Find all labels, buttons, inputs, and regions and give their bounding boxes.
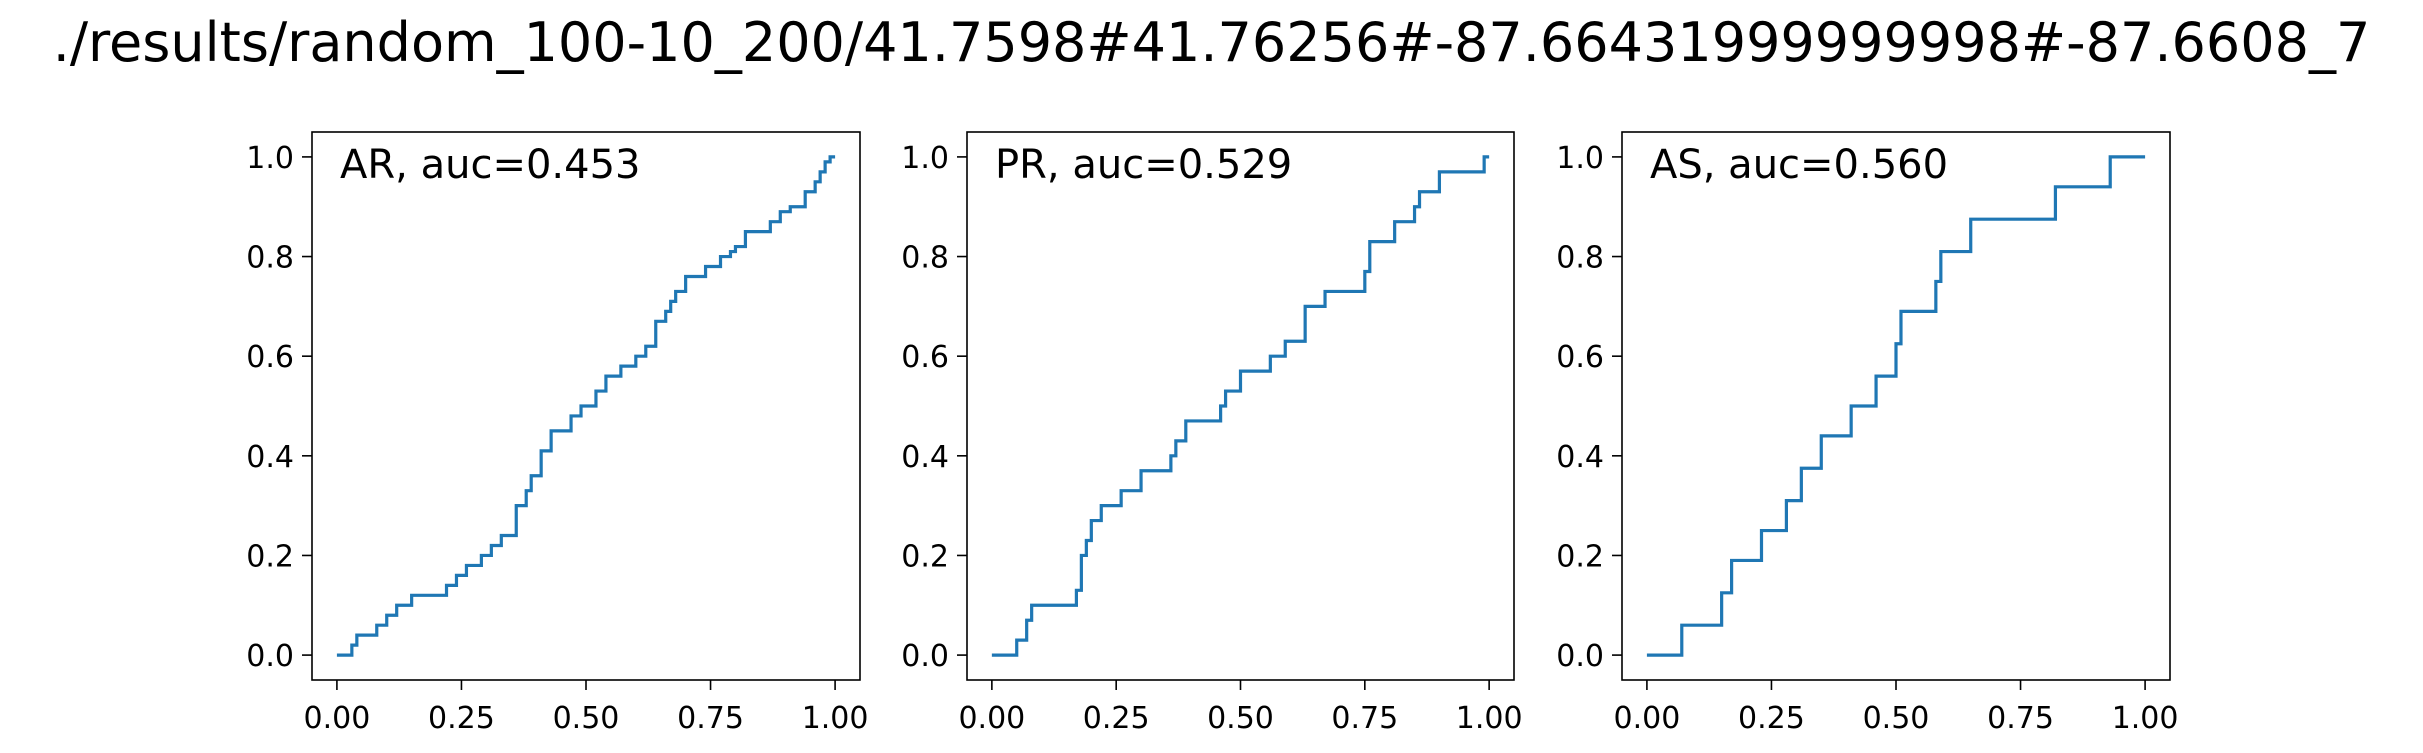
chart-panel-1: 0.00 0.25 0.50 0.75 1.00 0.0 0.2 0.4 0.6 0.8 1.0 AR… (246, 131, 869, 736)
x-tick-label: 0.00 (304, 701, 371, 736)
panel-label: AS, auc=0.560 (1650, 142, 1948, 188)
y-tick-label: 0.4 (1556, 440, 1604, 475)
x-tick-label: 0.75 (677, 701, 744, 736)
x-tick-label: 0.25 (1083, 701, 1150, 736)
x-tick-label: 1.00 (1456, 701, 1523, 736)
x-tick-label: 0.50 (1863, 701, 1930, 736)
x-tick-label: 0.50 (1207, 701, 1274, 736)
y-tick-label: 0.8 (246, 241, 294, 276)
y-tick-label: 0.6 (901, 340, 949, 375)
figure-title: ./results/random_100-10_200/41.7598#41.7… (52, 11, 2371, 74)
y-tick-label: 1.0 (901, 141, 949, 176)
y-tick-label: 1.0 (1556, 141, 1604, 176)
y-tick-label: 1.0 (246, 141, 294, 176)
y-tick-label: 0.0 (901, 639, 949, 674)
series-line-1 (336, 155, 836, 657)
y-tick-label: 0.8 (1556, 241, 1604, 276)
y-tick-label: 0.8 (901, 241, 949, 276)
x-tick-label: 1.00 (2112, 701, 2179, 736)
y-tick-label: 0.6 (246, 340, 294, 375)
x-tick-label: 1.00 (802, 701, 869, 736)
series-line-1 (1646, 155, 2146, 657)
x-tick-label: 0.00 (1614, 701, 1681, 736)
panel-label: PR, auc=0.529 (995, 142, 1292, 188)
panels-group: 0.00 0.25 0.50 0.75 1.00 0.0 0.2 0.4 0.6 0.8 1.0 AR… (246, 131, 2179, 736)
y-tick-label: 0.0 (246, 639, 294, 674)
x-tick-label: 0.50 (553, 701, 620, 736)
y-tick-label: 0.4 (246, 440, 294, 475)
y-tick-label: 0.6 (1556, 340, 1604, 375)
x-tick-label: 0.75 (1331, 701, 1398, 736)
y-tick-label: 0.2 (1556, 539, 1604, 574)
y-tick-label: 0.2 (246, 539, 294, 574)
chart-panel-2: 0.00 0.25 0.50 0.75 1.00 0.0 0.2 0.4 0.6 0.8 1.0 PR… (901, 131, 1523, 736)
x-tick-label: 0.25 (428, 701, 495, 736)
panel-label: AR, auc=0.453 (340, 142, 640, 188)
plot-area-frame (1621, 131, 2171, 681)
plot-area-frame (966, 131, 1515, 681)
y-tick-label: 0.4 (901, 440, 949, 475)
chart-panel-3: 0.00 0.25 0.50 0.75 1.00 0.0 0.2 0.4 0.6 0.8 1.0 AS… (1556, 131, 2179, 736)
y-tick-label: 0.2 (901, 539, 949, 574)
x-tick-label: 0.25 (1738, 701, 1805, 736)
x-tick-label: 0.00 (958, 701, 1025, 736)
y-tick-label: 0.0 (1556, 639, 1604, 674)
x-tick-label: 0.75 (1987, 701, 2054, 736)
series-line-1 (991, 155, 1490, 657)
